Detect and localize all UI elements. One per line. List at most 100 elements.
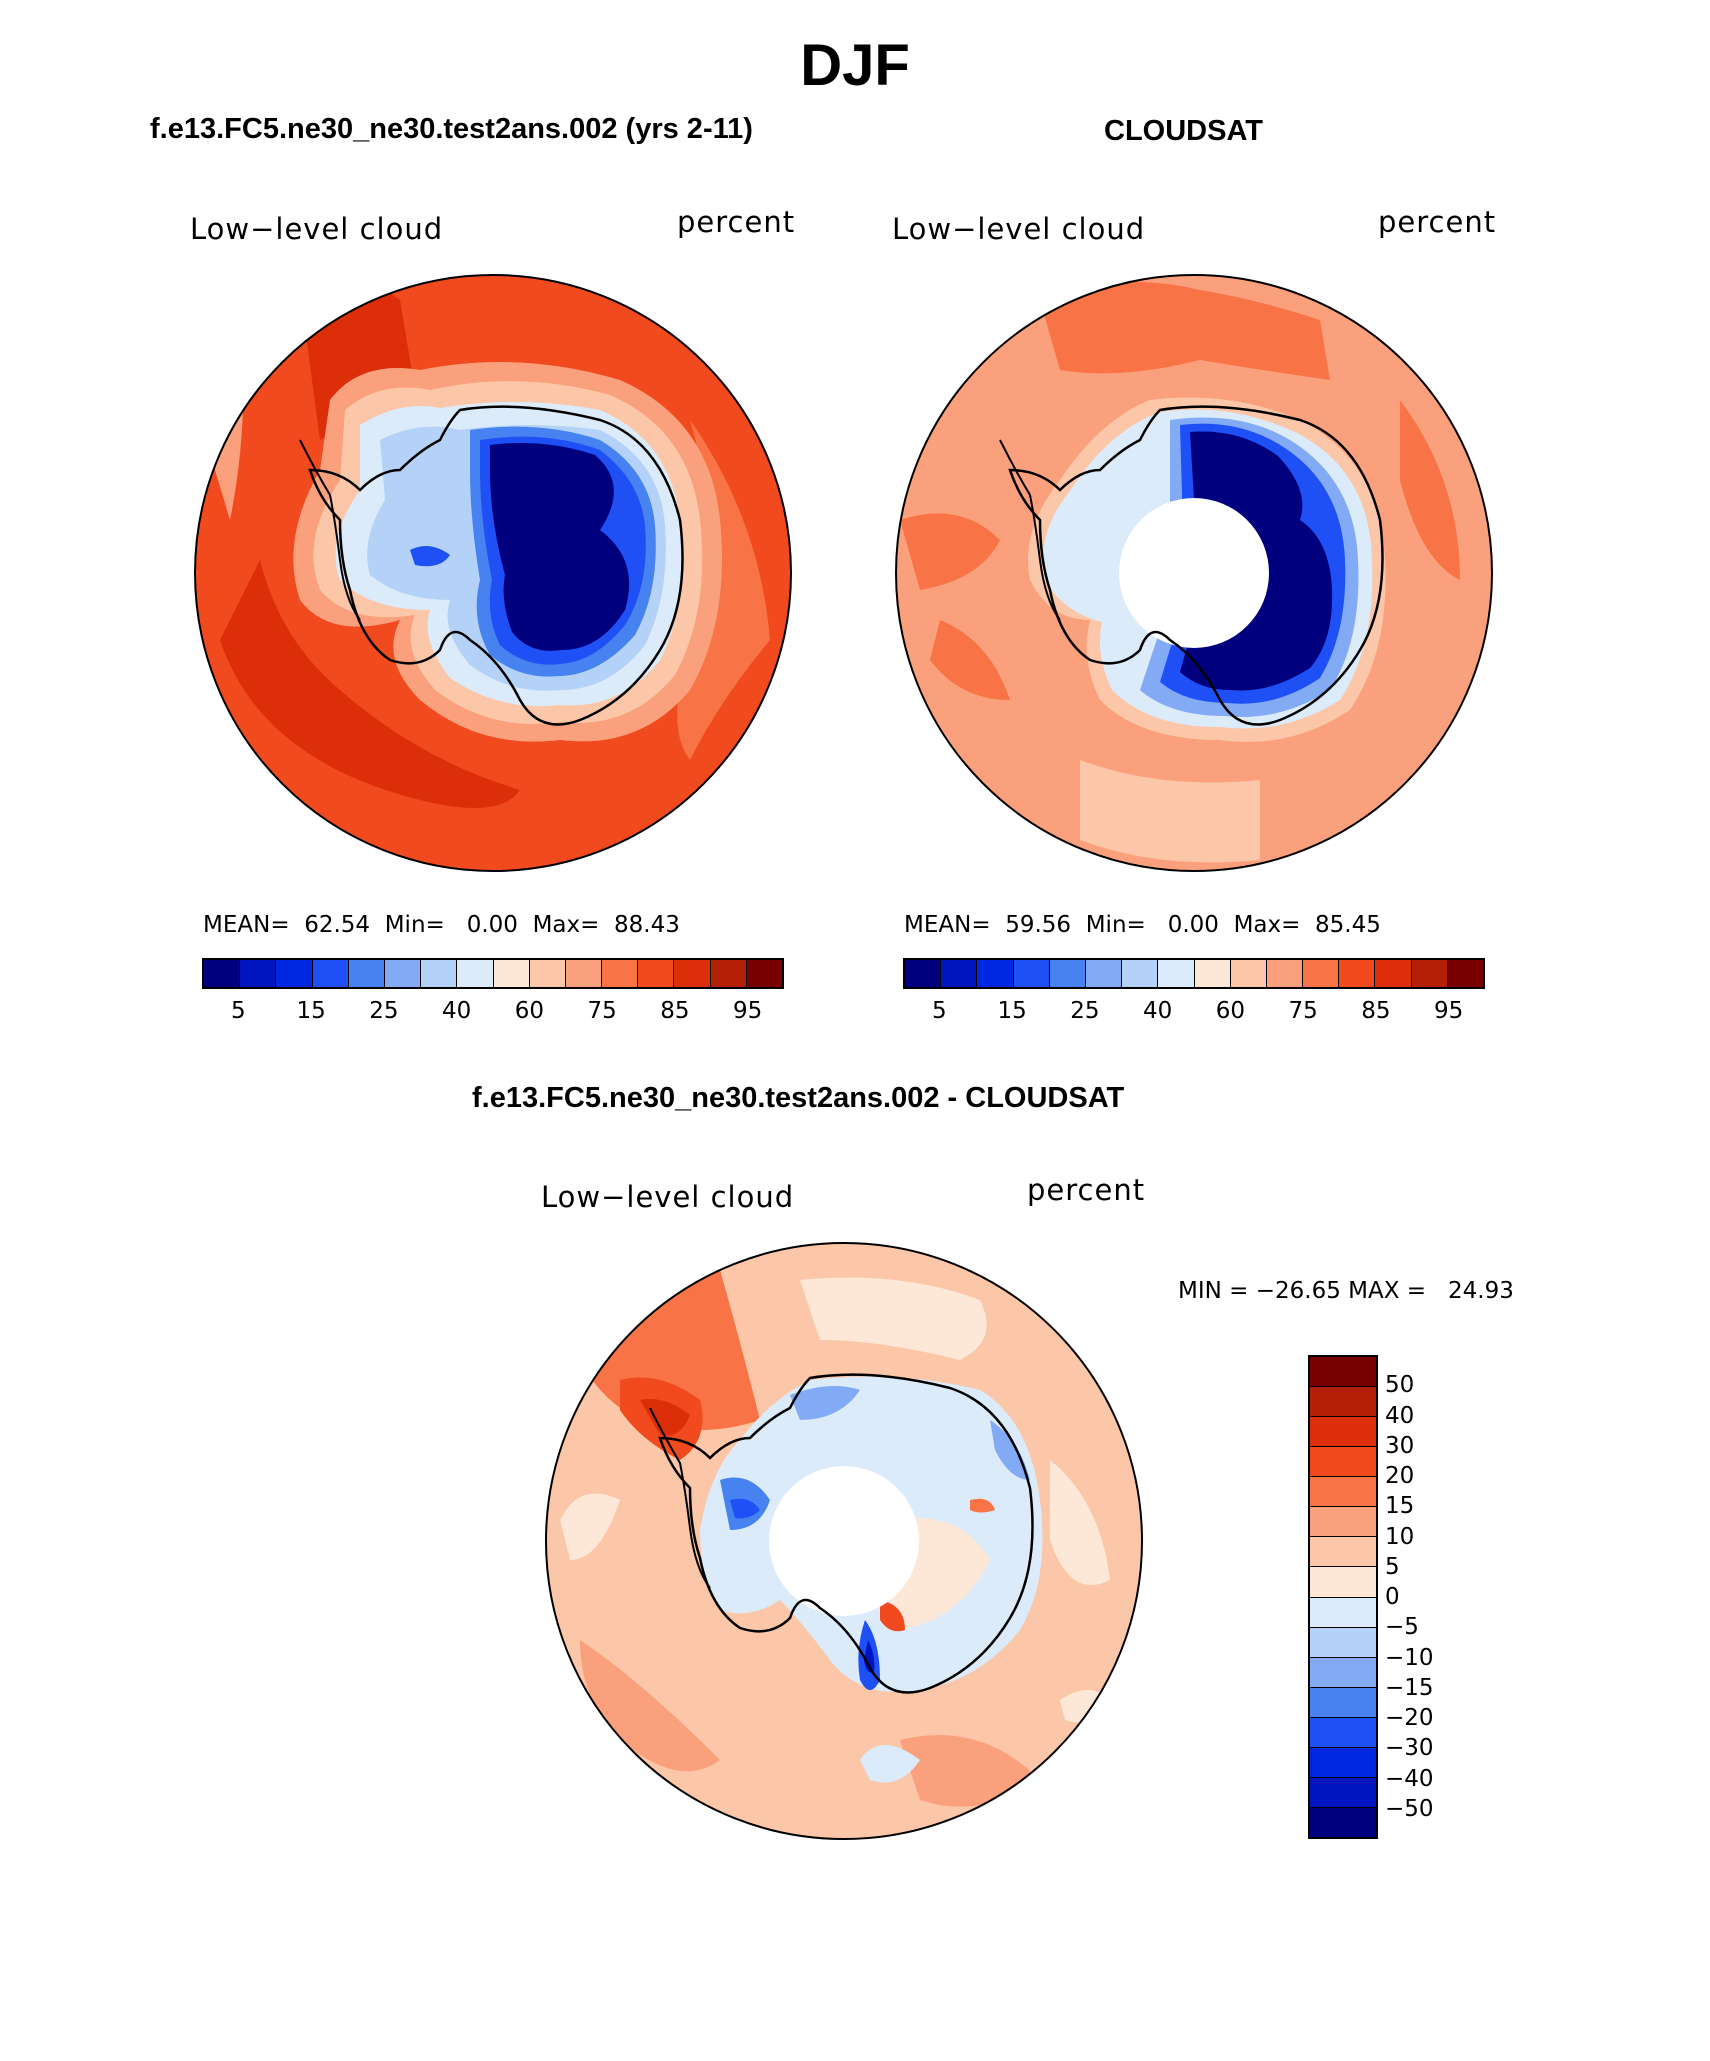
colorbar-swatch	[1266, 960, 1304, 987]
colorbar-swatch	[1230, 960, 1267, 987]
colorbar-swatch	[240, 960, 277, 987]
colorbar-swatch	[710, 960, 747, 987]
diff-colorbar-labels: 50 40 30 20 15 10 5 0 −5 −10 −15 −20 −30…	[1385, 1355, 1505, 1839]
panel2-units-label: percent	[1378, 205, 1497, 239]
panel2-colorbar-labels: 5 15 25 40 60 75 85 95	[903, 998, 1485, 1028]
colorbar-tick-label: 40	[441, 998, 472, 1024]
panel1-stats: MEAN= 62.54 Min= 0.00 Max= 88.43	[203, 912, 680, 938]
colorbar-tick-label: 15	[1385, 1493, 1415, 1520]
colorbar-swatch	[1310, 1747, 1376, 1778]
colorbar-swatch	[1013, 960, 1050, 987]
colorbar-swatch	[1310, 1687, 1376, 1718]
colorbar-tick-label: 40	[1385, 1402, 1415, 1429]
colorbar-tick-label: −50	[1385, 1795, 1434, 1822]
colorbar-swatch	[1310, 1627, 1376, 1658]
colorbar-swatch	[1194, 960, 1231, 987]
colorbar-swatch	[1411, 960, 1448, 987]
colorbar-tick-label: 30	[1385, 1432, 1415, 1459]
colorbar-swatch	[1049, 960, 1086, 987]
diff-colorbar	[1308, 1355, 1378, 1839]
colorbar-swatch	[905, 960, 942, 987]
colorbar-swatch	[746, 960, 782, 987]
panel1-min-value: 0.00	[466, 912, 518, 938]
colorbar-swatch	[1310, 1357, 1376, 1388]
colorbar-tick-label: 20	[1385, 1463, 1415, 1489]
colorbar-tick-label: 15	[296, 998, 326, 1024]
page-title: DJF	[800, 33, 910, 98]
colorbar-swatch	[1339, 960, 1376, 987]
colorbar-tick-label: 15	[997, 998, 1027, 1024]
panel1-colorbar	[202, 958, 784, 989]
panel2-max-value: 85.45	[1315, 912, 1381, 938]
diff-minmax: MIN = −26.65 MAX = 24.93	[1178, 1278, 1514, 1304]
panel2-min-value: 0.00	[1167, 912, 1219, 938]
colorbar-tick-label: 85	[1361, 998, 1391, 1024]
panel1-max-value: 88.43	[614, 912, 680, 938]
panel1-max-label: Max=	[532, 912, 600, 938]
panel2-mean-label: MEAN=	[904, 912, 991, 938]
colorbar-tick-label: 5	[1385, 1553, 1400, 1580]
diff-variable-label: Low−level cloud	[541, 1180, 795, 1214]
panel1-title: f.e13.FC5.ne30_ne30.test2ans.002 (yrs 2-…	[150, 113, 753, 145]
colorbar-swatch	[457, 960, 494, 987]
colorbar-swatch	[941, 960, 978, 987]
colorbar-swatch	[1310, 1507, 1376, 1538]
colorbar-tick-label: 0	[1385, 1584, 1400, 1610]
colorbar-swatch	[638, 960, 675, 987]
colorbar-swatch	[674, 960, 711, 987]
colorbar-swatch	[1310, 1447, 1376, 1478]
panel1-variable-label: Low−level cloud	[190, 212, 444, 246]
colorbar-swatch	[1310, 1657, 1376, 1688]
colorbar-swatch	[1310, 1417, 1376, 1448]
colorbar-swatch	[602, 960, 639, 987]
colorbar-swatch	[384, 960, 422, 987]
colorbar-swatch	[1310, 1477, 1376, 1508]
panel1-min-label: Min=	[384, 912, 445, 938]
colorbar-tick-label: 75	[587, 998, 617, 1024]
colorbar-swatch	[1122, 960, 1159, 987]
colorbar-swatch	[421, 960, 458, 987]
colorbar-swatch	[348, 960, 385, 987]
colorbar-swatch	[1303, 960, 1340, 987]
colorbar-tick-label: 25	[1070, 998, 1100, 1024]
colorbar-tick-label: 10	[1385, 1523, 1415, 1550]
panel1-units-label: percent	[677, 205, 796, 239]
colorbar-swatch	[1310, 1537, 1376, 1568]
panel1-mean-value: 62.54	[304, 912, 371, 938]
panel1-mean-label: MEAN=	[203, 912, 290, 938]
colorbar-tick-label: 95	[732, 998, 763, 1024]
diff-units-label: percent	[1027, 1173, 1146, 1207]
colorbar-tick-label: 25	[369, 998, 399, 1024]
colorbar-swatch	[529, 960, 566, 987]
panel2-variable-label: Low−level cloud	[892, 212, 1146, 246]
colorbar-swatch	[977, 960, 1014, 987]
colorbar-tick-label: −40	[1385, 1765, 1434, 1792]
diff-title: f.e13.FC5.ne30_ne30.test2ans.002 - CLOUD…	[472, 1082, 1125, 1114]
colorbar-swatch	[1310, 1807, 1376, 1837]
colorbar-swatch	[1158, 960, 1195, 987]
colorbar-tick-label: 75	[1288, 998, 1318, 1024]
colorbar-tick-label: 95	[1433, 998, 1464, 1024]
colorbar-tick-label: −30	[1385, 1735, 1434, 1762]
colorbar-swatch	[1085, 960, 1123, 987]
colorbar-tick-label: 5	[932, 998, 947, 1024]
colorbar-swatch	[312, 960, 349, 987]
colorbar-tick-label: 5	[231, 998, 246, 1024]
panel2-max-label: Max=	[1233, 912, 1301, 938]
colorbar-tick-label: 60	[1215, 998, 1246, 1024]
colorbar-swatch	[493, 960, 530, 987]
colorbar-swatch	[1310, 1717, 1376, 1748]
colorbar-tick-label: −20	[1385, 1705, 1434, 1731]
colorbar-tick-label: −15	[1385, 1674, 1434, 1701]
panel2-stats: MEAN= 59.56 Min= 0.00 Max= 85.45	[904, 912, 1381, 938]
colorbar-tick-label: 40	[1142, 998, 1173, 1024]
panel2-title: CLOUDSAT	[1104, 115, 1263, 147]
panel2-mean-value: 59.56	[1005, 912, 1072, 938]
colorbar-tick-label: −10	[1385, 1644, 1434, 1671]
colorbar-swatch	[1310, 1777, 1376, 1808]
colorbar-swatch	[1447, 960, 1483, 987]
colorbar-tick-label: 85	[660, 998, 690, 1024]
